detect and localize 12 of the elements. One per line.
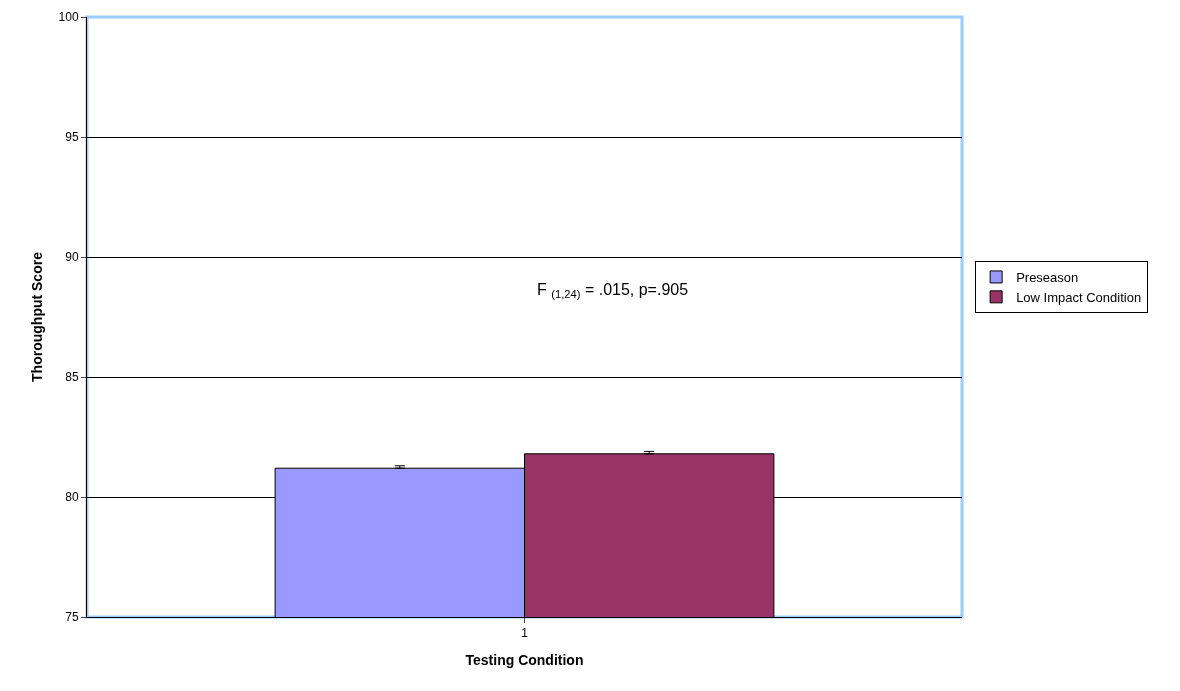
y-tick-label: 95 — [65, 130, 79, 145]
y-tick-label: 75 — [65, 610, 79, 625]
legend-label: Low Impact Condition — [1016, 289, 1142, 305]
annotation: F $_{(1,24)}$ = .015, p=.905 — [537, 281, 689, 301]
y-tick-label: 90 — [65, 250, 79, 265]
y-tick-label: 85 — [65, 370, 79, 385]
y-tick-label: 100 — [58, 10, 79, 25]
legend-label: Preseason — [1016, 270, 1079, 286]
y-tick-label: 80 — [65, 490, 79, 505]
y-axis-title: Thoroughput Score — [29, 251, 46, 382]
x-axis-title: Testing Condition — [465, 651, 584, 668]
x-tick-label: 1 — [521, 626, 529, 641]
